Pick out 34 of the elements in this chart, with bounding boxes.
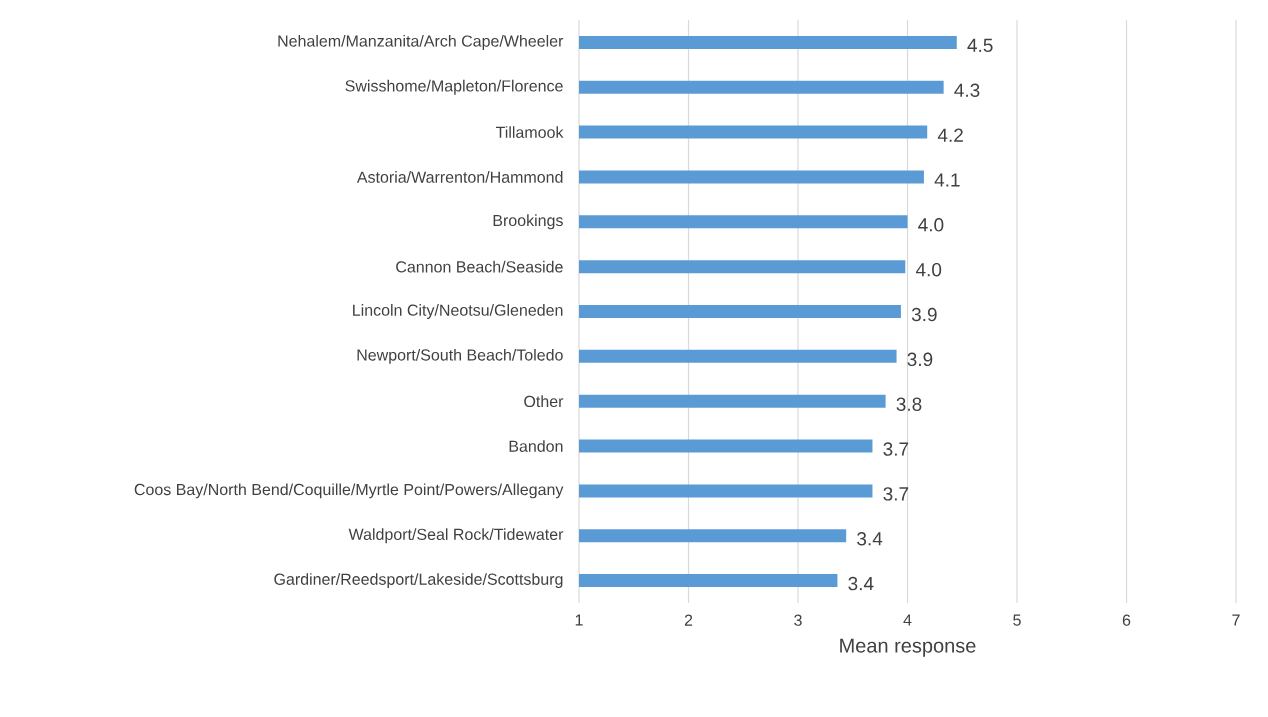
x-tick-label: 5 xyxy=(1013,614,1021,626)
x-tick-label: 6 xyxy=(1122,614,1131,626)
x-tick-label: 3 xyxy=(794,614,802,626)
data-label: 4.3 xyxy=(954,83,980,97)
y-tick-label: Gardiner/Reedsport/Lakeside/Scottsburg xyxy=(274,573,563,589)
data-label: 4.2 xyxy=(937,128,963,142)
x-tick-label: 2 xyxy=(684,614,693,626)
data-label: 3.9 xyxy=(911,307,937,322)
y-tick-label: Astoria/Warrenton/Hammond xyxy=(356,171,563,183)
data-label: 4.0 xyxy=(915,262,942,277)
x-tick-label: 4 xyxy=(903,614,912,626)
y-tick-label: Other xyxy=(524,395,564,408)
data-label: 4.1 xyxy=(934,173,960,187)
y-tick-label: Coos Bay/North Bend/Coquille/Myrtle Point/Powers/Allegany xyxy=(134,483,564,499)
x-axis-title: Mean response xyxy=(840,638,976,657)
y-tick-label: Waldport/Seal Rock/Tidewater xyxy=(348,528,564,544)
data-label: 4.0 xyxy=(918,218,944,232)
y-tick-label: Lincoln City/Neotsu/Gleneden xyxy=(353,304,563,319)
data-label: 3.9 xyxy=(907,352,933,367)
data-label: 3.7 xyxy=(883,442,909,456)
x-tick-label: 7 xyxy=(1232,614,1240,626)
y-tick-label: Brookings xyxy=(493,214,563,230)
y-tick-label: Swisshome/Mapleton/Florence xyxy=(345,79,563,95)
y-tick-label: Newport/South Beach/Toledo xyxy=(357,348,563,364)
data-label: 3.4 xyxy=(848,576,874,591)
y-tick-label: Nehalem/Manzanita/Arch Cape/Wheeler xyxy=(278,34,564,50)
data-label: 4.5 xyxy=(967,38,993,53)
data-label: 3.8 xyxy=(896,397,922,411)
data-label: 3.7 xyxy=(883,487,909,501)
x-tick-label: 1 xyxy=(575,614,583,626)
y-tick-label: Bandon xyxy=(509,440,563,452)
y-tick-label: Tillamook xyxy=(495,126,564,138)
y-tick-label: Cannon Beach/Seaside xyxy=(396,260,563,273)
data-label: 3.4 xyxy=(857,532,883,546)
